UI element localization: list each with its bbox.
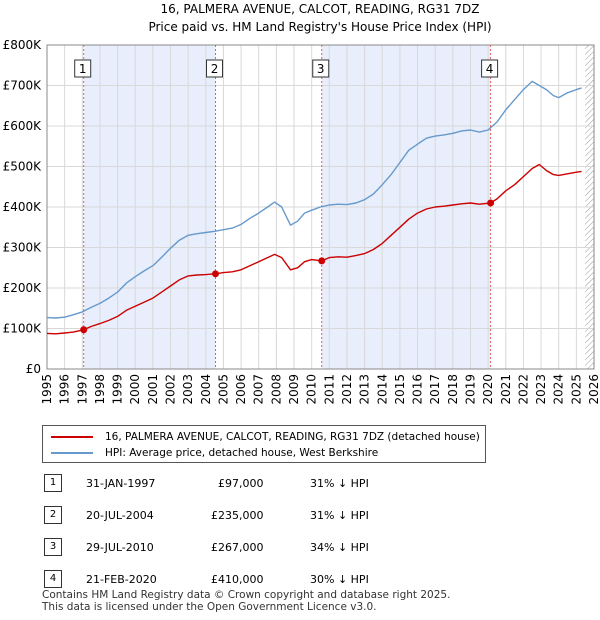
chart-title: 16, PALMERA AVENUE, CALCOT, READING, RG3… [161, 2, 480, 16]
sale-row: 4 21-FEB-2020 £410,000 30% ↓ HPI [42, 570, 442, 590]
x-tick-label: 2008 [269, 374, 283, 405]
sale-marker-number: 3 [317, 62, 325, 76]
legend-swatch-hpi [51, 452, 93, 454]
x-tick-label: 2018 [446, 374, 460, 405]
sale-row: 3 29-JUL-2010 £267,000 34% ↓ HPI [42, 538, 442, 558]
sale-badge: 3 [44, 538, 62, 556]
sale-date: 20-JUL-2004 [86, 509, 154, 522]
legend-item-hpi: HPI: Average price, detached house, West… [51, 445, 378, 461]
x-tick-label: 2011 [322, 374, 336, 405]
sale-badge: 1 [44, 474, 62, 492]
sale-price: £410,000 [211, 573, 264, 586]
x-tick-label: 2014 [375, 374, 389, 405]
sale-marker-number: 2 [211, 62, 219, 76]
x-tick-label: 2012 [340, 374, 354, 405]
x-tick-label: 1998 [93, 374, 107, 405]
sale-date: 21-FEB-2020 [86, 573, 157, 586]
sale-diff: 30% ↓ HPI [310, 573, 369, 586]
x-tick-label: 1999 [111, 374, 125, 405]
x-tick-label: 2000 [128, 374, 142, 405]
x-tick-label: 2010 [305, 374, 319, 405]
x-tick-label: 1996 [58, 374, 72, 405]
sale-price: £235,000 [211, 509, 264, 522]
sale-marker-box [74, 59, 92, 78]
legend-item-property: 16, PALMERA AVENUE, CALCOT, READING, RG3… [51, 429, 480, 445]
price-chart: 16, PALMERA AVENUE, CALCOT, READING, RG3… [3, 2, 600, 405]
x-tick-label: 2025 [569, 374, 583, 405]
x-tick-label: 2026 [587, 374, 600, 405]
x-tick-label: 2019 [463, 374, 477, 405]
property-series-line [46, 163, 582, 335]
x-tick-label: 2021 [499, 374, 513, 405]
sale-diff: 34% ↓ HPI [310, 541, 369, 554]
y-tick-label: £600K [3, 119, 43, 133]
x-tick-label: 2002 [164, 374, 178, 405]
legend-swatch-property [51, 436, 93, 438]
sale-row: 1 31-JAN-1997 £97,000 31% ↓ HPI [42, 474, 442, 494]
x-tick-label: 1995 [40, 374, 54, 405]
hpi-series-line [46, 80, 582, 319]
y-tick-label: £300K [3, 241, 43, 255]
x-tick-label: 2022 [516, 374, 530, 405]
x-tick-label: 2024 [552, 374, 566, 405]
sale-point [212, 270, 220, 278]
y-tick-label: £400K [3, 200, 43, 214]
sale-diff: 31% ↓ HPI [310, 477, 369, 490]
sale-price: £267,000 [211, 541, 264, 554]
sale-point [80, 326, 88, 334]
sale-date: 31-JAN-1997 [86, 477, 156, 490]
x-tick-label: 2016 [411, 374, 425, 405]
legend-label-property: 16, PALMERA AVENUE, CALCOT, READING, RG3… [105, 431, 480, 443]
attribution: Contains HM Land Registry data © Crown c… [42, 589, 450, 613]
x-tick-label: 2015 [393, 374, 407, 405]
y-tick-label: £500K [3, 160, 43, 174]
x-tick-label: 2013 [358, 374, 372, 405]
x-tick-label: 2001 [146, 374, 160, 405]
x-tick-label: 2003 [181, 374, 195, 405]
sale-marker-box [312, 59, 330, 78]
sale-point [487, 199, 495, 207]
sale-row: 2 20-JUL-2004 £235,000 31% ↓ HPI [42, 506, 442, 526]
sale-date: 29-JUL-2010 [86, 541, 154, 554]
y-tick-label: £200K [3, 281, 43, 295]
y-tick-label: £700K [3, 79, 43, 93]
plot-frame [46, 44, 595, 370]
legend-label-hpi: HPI: Average price, detached house, West… [105, 447, 379, 459]
x-tick-label: 2006 [234, 374, 248, 405]
sale-badge: 4 [44, 570, 62, 588]
x-tick-label: 2023 [534, 374, 548, 405]
y-tick-label: £0 [26, 362, 41, 376]
x-tick-label: 2005 [216, 374, 230, 405]
x-tick-label: 2007 [252, 374, 266, 405]
attribution-line-2: This data is licensed under the Open Gov… [42, 601, 377, 613]
chart-legend: 16, PALMERA AVENUE, CALCOT, READING, RG3… [42, 425, 486, 463]
x-tick-label: 2009 [287, 374, 301, 405]
sale-marker-number: 1 [79, 62, 87, 76]
y-tick-label: £800K [3, 38, 43, 52]
y-tick-label: £100K [3, 322, 43, 336]
x-tick-label: 1997 [75, 374, 89, 405]
sale-badge: 2 [44, 506, 62, 524]
attribution-line-1: Contains HM Land Registry data © Crown c… [42, 589, 451, 601]
x-tick-label: 2004 [199, 374, 213, 405]
chart-subtitle: Price paid vs. HM Land Registry's House … [148, 20, 491, 34]
sale-price: £97,000 [218, 477, 264, 490]
sale-marker-number: 4 [486, 62, 494, 76]
sale-point [318, 257, 326, 265]
sale-marker-box [206, 59, 224, 78]
x-tick-label: 2017 [428, 374, 442, 405]
x-tick-label: 2020 [481, 374, 495, 405]
sale-marker-box [481, 59, 499, 78]
sale-diff: 31% ↓ HPI [310, 509, 369, 522]
